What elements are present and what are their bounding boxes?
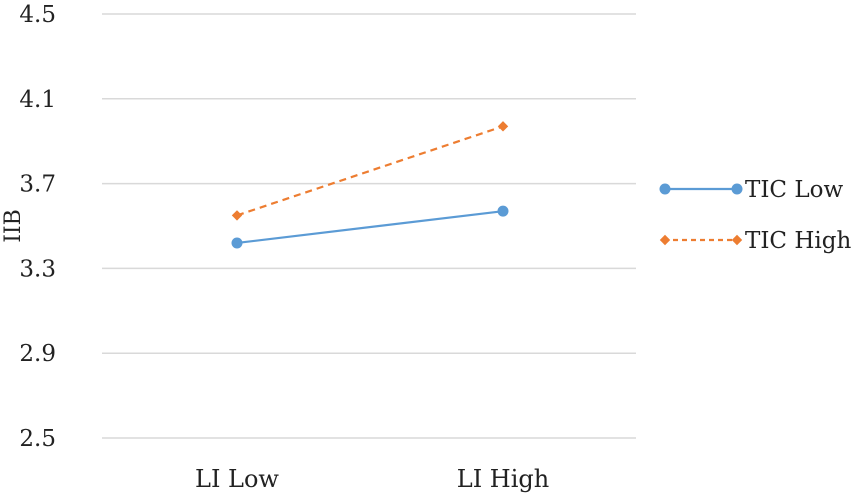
data-point <box>231 210 243 221</box>
gridlines <box>102 13 636 439</box>
series-tic-low <box>231 205 509 249</box>
data-point <box>731 234 743 246</box>
y-tick-label: 2.9 <box>19 341 56 367</box>
y-axis-tick-labels: 2.5 2.9 3.3 3.7 4.1 4.5 <box>19 2 56 452</box>
y-tick-label: 4.1 <box>19 87 56 113</box>
legend-label: TIC Low <box>745 177 843 203</box>
y-tick-label: 3.3 <box>19 256 56 282</box>
legend-item: TIC Low <box>659 177 843 203</box>
data-point <box>731 183 743 195</box>
y-tick-label: 4.5 <box>19 2 56 28</box>
y-tick-label: 2.5 <box>19 426 56 452</box>
y-tick-label: 3.7 <box>19 172 56 198</box>
series-line <box>236 210 504 245</box>
series-tic-high <box>231 121 509 221</box>
x-category-label: LI High <box>457 465 549 493</box>
data-point <box>231 237 243 249</box>
legend: TIC Low TIC High <box>659 177 851 254</box>
series-line <box>236 125 504 217</box>
data-point <box>497 205 509 217</box>
data-point <box>659 183 671 195</box>
series-layer <box>231 121 509 249</box>
x-category-label: LI Low <box>195 465 279 493</box>
x-axis-category-labels: LI Low LI High <box>195 465 549 493</box>
legend-item: TIC High <box>659 228 851 254</box>
legend-label: TIC High <box>745 228 851 254</box>
data-point <box>659 234 671 246</box>
data-point <box>497 121 509 132</box>
y-axis-title: IIB <box>1 209 26 243</box>
